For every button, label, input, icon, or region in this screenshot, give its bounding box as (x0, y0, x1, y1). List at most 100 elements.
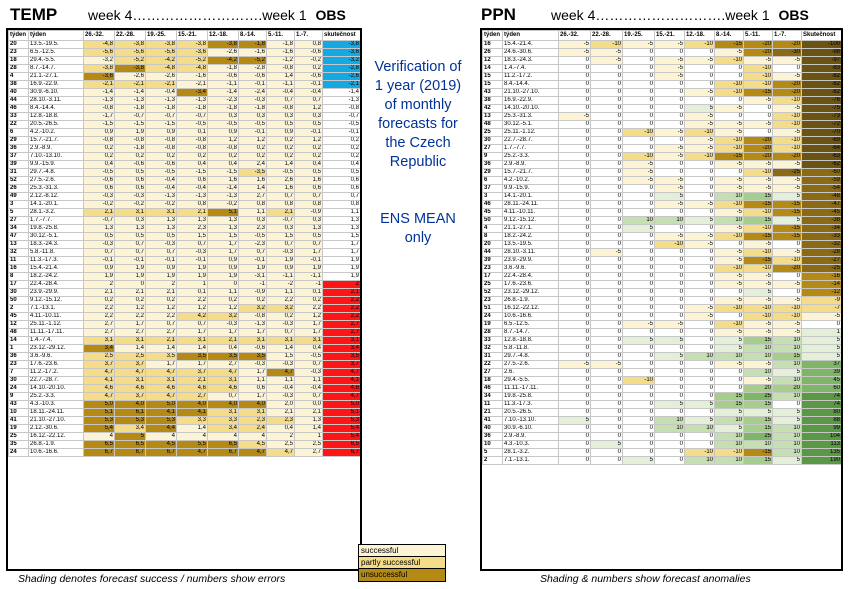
week-number-cell: 19 (8, 424, 29, 433)
week-number-cell: 41 (8, 416, 29, 425)
forecast-error-cell: -3,5 (238, 168, 267, 177)
temp-table-row: 5 28.1.-3.2. 2,1 3,1 3,1 2,1 5,1 1,1 2,1 -0,9 1,1 (8, 208, 360, 217)
ppn-col-header[interactable]: 22.-28. (590, 30, 623, 41)
temp-col-header[interactable]: 8.-14. (238, 30, 267, 41)
forecast-anomaly-cell: 0 (684, 432, 715, 441)
week-number-cell: 41 (482, 416, 503, 425)
observation-cell: 0,4 (322, 160, 360, 169)
forecast-error-cell: 0,6 (238, 384, 267, 393)
forecast-anomaly-cell: 0 (590, 368, 623, 377)
forecast-error-cell: -0,1 (176, 256, 208, 265)
forecast-error-cell: 4,7 (207, 368, 239, 377)
temp-col-header[interactable]: 1.-7. (294, 30, 323, 41)
week-number-cell: 29 (8, 136, 29, 145)
temp-table: týden týden 26.-32. 22.-28. 19.-25. 15.-21. 12… (8, 30, 360, 457)
forecast-anomaly-cell: -5 (558, 48, 591, 57)
forecast-error-cell: -1 (238, 280, 267, 289)
forecast-error-cell: 4,7 (266, 448, 295, 457)
forecast-anomaly-cell: 5 (772, 192, 802, 201)
forecast-anomaly-cell: -5 (714, 184, 744, 193)
date-range-cell: 3.6.-9.6. (502, 264, 559, 273)
week-number-cell: 32 (8, 248, 29, 257)
forecast-error-cell: 2,0 (266, 400, 295, 409)
date-range-cell: 27.5.-2.6. (502, 360, 559, 369)
temp-table-row: 18 29.4.-5.5. -3,2 -5,2 -4,2 -5,2 -4,2 -5,2 -1,2… (8, 56, 360, 65)
forecast-anomaly-cell: 0 (654, 376, 685, 385)
ppn-col-header[interactable]: 19.-25. (622, 30, 655, 41)
temp-table-row: 47 30.12.-5.1. 0,5 0,5 0,5 1,5 1,5 -0,5 1,5 0,5 1,… (8, 232, 360, 241)
forecast-error-cell: 2,2 (176, 296, 208, 305)
date-range-cell: 2.12.-8.12. (28, 192, 84, 201)
week-number-cell: 18 (8, 56, 29, 65)
forecast-error-cell: 2 (83, 280, 115, 289)
forecast-error-cell: 2 (266, 432, 295, 441)
temp-col-header[interactable]: skutečnost (322, 30, 360, 41)
forecast-error-cell: -1,5 (176, 168, 208, 177)
forecast-error-cell: 0,0 (294, 400, 323, 409)
ppn-col-header[interactable]: 8.-14. (714, 30, 744, 41)
forecast-error-cell: -0,8 (114, 136, 146, 145)
forecast-anomaly-cell: 0 (558, 456, 591, 465)
observation-cell: -70 (801, 128, 841, 137)
forecast-error-cell: 0,2 (114, 152, 146, 161)
ppn-col-header[interactable]: 5.-11. (743, 30, 773, 41)
forecast-anomaly-cell: -5 (590, 48, 623, 57)
forecast-error-cell: -0,8 (83, 136, 115, 145)
forecast-anomaly-cell: -5 (590, 248, 623, 257)
ppn-col-header[interactable]: 15.-21. (654, 30, 685, 41)
forecast-error-cell: 0,3 (266, 224, 295, 233)
forecast-anomaly-cell: 0 (558, 408, 591, 417)
temp-col-header[interactable]: 15.-21. (176, 30, 208, 41)
forecast-error-cell: 0,5 (266, 120, 295, 129)
forecast-error-cell: 0,2 (238, 152, 267, 161)
ppn-col-header[interactable]: týden (482, 30, 503, 41)
forecast-error-cell: -3,8 (83, 64, 115, 73)
forecast-anomaly-cell: 0 (590, 272, 623, 281)
temp-col-header[interactable]: týden (8, 30, 29, 41)
forecast-anomaly-cell: 0 (622, 96, 655, 105)
forecast-error-cell: 1,2 (207, 304, 239, 313)
forecast-anomaly-cell: -5 (714, 120, 744, 129)
forecast-anomaly-cell: 0 (622, 120, 655, 129)
date-range-cell: 15.4.-21.4. (28, 264, 84, 273)
temp-col-header[interactable]: 5.-11. (266, 30, 295, 41)
forecast-anomaly-cell: 10 (743, 368, 773, 377)
forecast-error-cell: 4,0 (238, 400, 267, 409)
date-range-cell: 12.8.-18.8. (502, 336, 559, 345)
forecast-anomaly-cell: 0 (622, 312, 655, 321)
temp-col-header[interactable]: 26.-32. (83, 30, 115, 41)
forecast-anomaly-cell: -5 (743, 328, 773, 337)
forecast-error-cell: 1,3 (207, 216, 239, 225)
forecast-error-cell: 3,1 (294, 336, 323, 345)
date-range-cell: 16.9.-22.9. (502, 96, 559, 105)
observation-cell: -82 (801, 80, 841, 89)
week-number-cell: 4 (482, 224, 503, 233)
forecast-anomaly-cell: -20 (772, 88, 802, 97)
ppn-col-header[interactable]: 12.-18. (684, 30, 715, 41)
observation-cell: -2,6 (322, 72, 360, 81)
date-range-cell: 7.10.-13.10. (28, 152, 84, 161)
forecast-anomaly-cell: 0 (654, 80, 685, 89)
forecast-anomaly-cell: -15 (714, 40, 744, 49)
forecast-anomaly-cell: 0 (622, 240, 655, 249)
ppn-col-header[interactable]: 1.-7. (772, 30, 802, 41)
temp-col-header[interactable]: týden (28, 30, 84, 41)
week-number-cell: 42 (482, 104, 503, 113)
temp-col-header[interactable]: 12.-18. (207, 30, 239, 41)
observation-cell: 88 (801, 416, 841, 425)
date-range-cell: 11.11.-17.11. (28, 328, 84, 337)
ppn-col-header[interactable]: 26.-32. (558, 30, 591, 41)
forecast-error-cell: 2,7 (294, 448, 323, 457)
week-number-cell: 46 (482, 200, 503, 209)
forecast-error-cell: -4,2 (145, 56, 177, 65)
forecast-error-cell: 0,8 (266, 200, 295, 209)
temp-col-header[interactable]: 19.-25. (145, 30, 177, 41)
forecast-anomaly-cell: -10 (622, 376, 655, 385)
week-number-cell: 18 (482, 376, 503, 385)
ppn-col-header[interactable]: týden (502, 30, 559, 41)
forecast-anomaly-cell: 0 (558, 376, 591, 385)
forecast-error-cell: 2,3 (238, 224, 267, 233)
ppn-col-header[interactable]: Skutečnost (801, 30, 841, 41)
temp-col-header[interactable]: 22.-28. (114, 30, 146, 41)
observation-cell: -0,8 (322, 104, 360, 113)
